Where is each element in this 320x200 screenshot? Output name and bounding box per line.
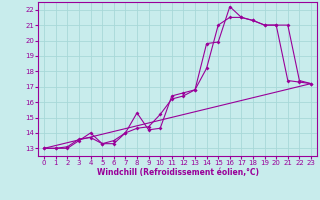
X-axis label: Windchill (Refroidissement éolien,°C): Windchill (Refroidissement éolien,°C) — [97, 168, 259, 177]
